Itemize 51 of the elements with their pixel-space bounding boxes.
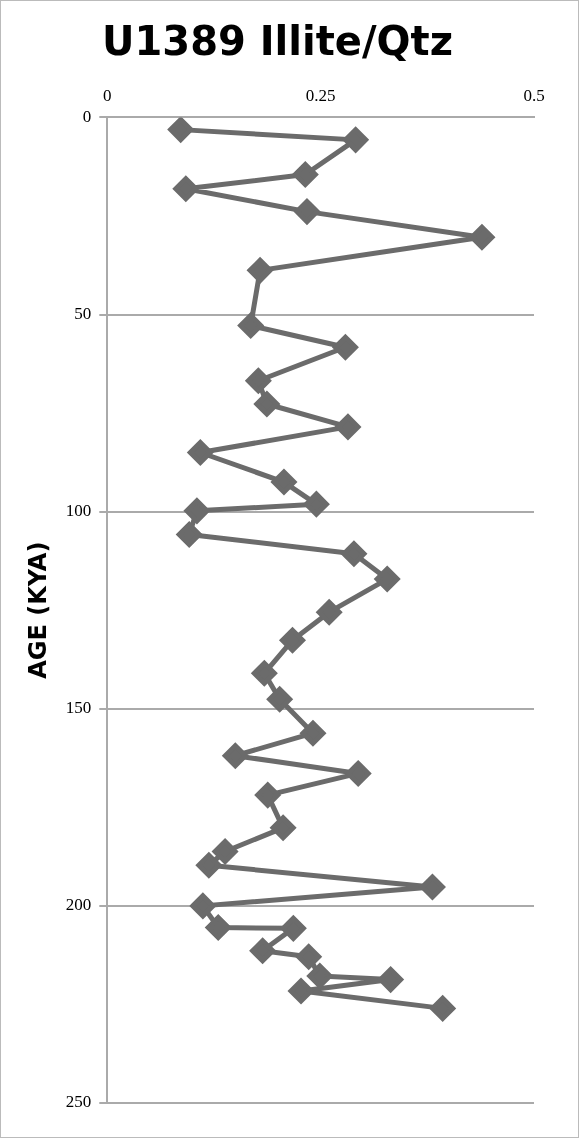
y-axis-title: AGE (KYA) (23, 541, 52, 679)
point (222, 743, 248, 769)
x-tick-label: 0 (103, 85, 112, 105)
point (374, 566, 400, 592)
y-tick-label: 250 (65, 1092, 92, 1112)
point (251, 660, 277, 686)
point (173, 176, 199, 202)
point (332, 334, 358, 360)
point (341, 541, 367, 567)
point (184, 498, 210, 524)
point (205, 915, 231, 941)
point (303, 491, 329, 517)
point (279, 627, 305, 653)
point (238, 313, 264, 339)
point (294, 199, 320, 225)
point (378, 967, 404, 993)
point (307, 963, 333, 989)
point (469, 224, 495, 250)
point (168, 117, 194, 143)
point (245, 368, 271, 394)
x-tick-label: 0.25 (305, 85, 336, 105)
point (292, 162, 318, 188)
point (430, 995, 456, 1021)
point (419, 874, 445, 900)
x-tick-label: 0.5 (523, 85, 545, 105)
y-tick-label: 200 (65, 895, 92, 915)
y-tick-label: 150 (65, 698, 92, 718)
point (267, 686, 293, 712)
point (288, 978, 314, 1004)
point (250, 938, 276, 964)
point (296, 944, 322, 970)
point (280, 915, 306, 941)
y-tick-label: 50 (74, 303, 92, 323)
point (212, 838, 238, 864)
y-tick-label: 0 (82, 106, 92, 126)
point (343, 127, 369, 153)
chart-title: U1389 Illite/Qtz (101, 18, 454, 65)
y-tick-label: 100 (65, 501, 92, 521)
point (254, 391, 280, 417)
point (335, 414, 361, 440)
point (271, 469, 297, 495)
point (187, 440, 213, 465)
point (345, 760, 371, 786)
point (270, 815, 296, 841)
point (300, 720, 326, 746)
point (247, 257, 273, 283)
point (255, 782, 281, 808)
point (196, 852, 222, 878)
point (316, 599, 342, 625)
point (190, 893, 216, 919)
point (176, 522, 202, 548)
